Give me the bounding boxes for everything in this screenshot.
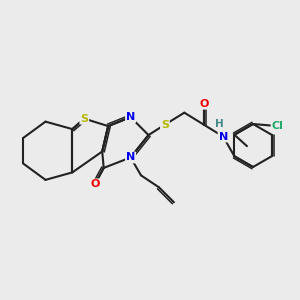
Text: Cl: Cl [272, 121, 284, 130]
Text: O: O [199, 99, 208, 109]
Text: O: O [90, 179, 99, 189]
Text: H: H [215, 119, 224, 129]
Text: N: N [126, 152, 135, 163]
Text: N: N [126, 112, 135, 122]
Text: S: S [80, 114, 88, 124]
Text: N: N [218, 132, 228, 142]
Text: S: S [161, 120, 169, 130]
